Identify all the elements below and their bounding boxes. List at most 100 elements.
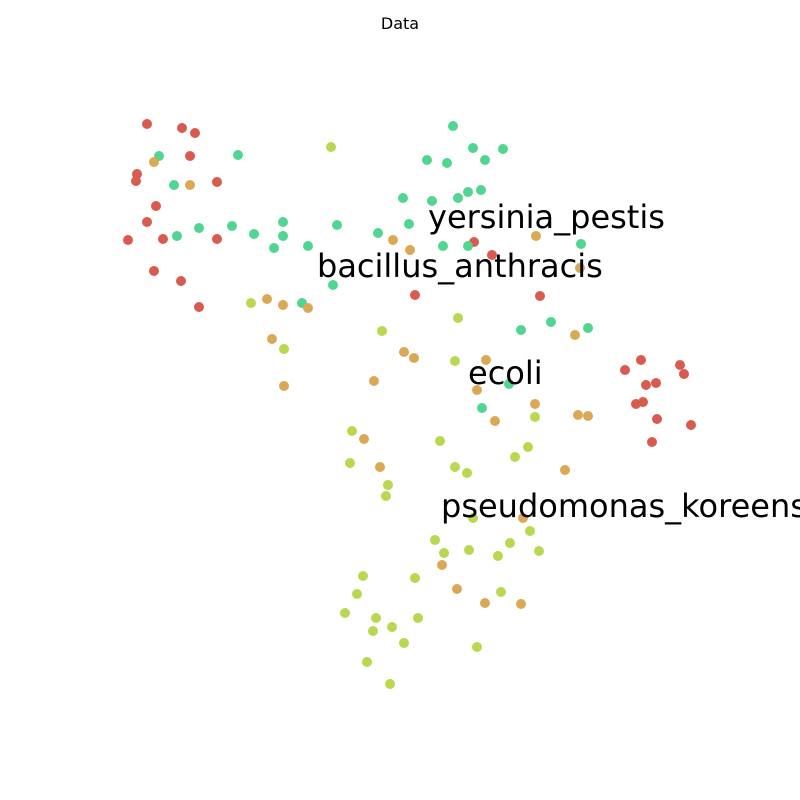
scatter-point-s1-34 xyxy=(504,379,514,389)
scatter-point-s2-3 xyxy=(405,245,415,255)
scatter-point-s0-1 xyxy=(177,123,187,133)
scatter-point-s3-13 xyxy=(523,442,533,452)
scatter-point-s3-9 xyxy=(345,458,355,468)
scatter-point-s3-23 xyxy=(534,546,544,556)
scatter-point-s3-29 xyxy=(368,626,378,636)
scatter-point-s2-14 xyxy=(481,355,491,365)
scatter-point-s3-24 xyxy=(358,571,368,581)
scatter-point-s3-19 xyxy=(439,548,449,558)
scatter-point-s0-28 xyxy=(686,420,696,430)
scatter-point-s1-5 xyxy=(498,144,508,154)
scatter-point-s1-17 xyxy=(249,229,259,239)
scatter-point-s0-21 xyxy=(675,360,685,370)
scatter-point-s1-32 xyxy=(583,323,593,333)
scatter-point-s1-28 xyxy=(463,241,473,251)
scatter-point-s2-18 xyxy=(490,416,500,426)
scatter-point-s1-27 xyxy=(438,241,448,251)
scatter-point-s3-21 xyxy=(493,551,503,561)
scatter-point-s1-20 xyxy=(278,231,288,241)
annotation-label-2: ecoli xyxy=(468,354,543,392)
annotation-label-0: yersinia_pestis xyxy=(428,198,665,236)
scatter-point-s1-25 xyxy=(328,280,338,290)
scatter-point-s2-12 xyxy=(409,353,419,363)
scatter-point-s1-29 xyxy=(576,239,586,249)
scatter-point-s2-4 xyxy=(531,231,541,241)
scatter-point-s0-26 xyxy=(638,397,648,407)
scatter-point-s1-9 xyxy=(463,187,473,197)
scatter-point-s0-9 xyxy=(123,235,133,245)
scatter-point-s3-3 xyxy=(377,326,387,336)
scatter-point-s3-28 xyxy=(371,613,381,623)
scatter-point-s3-7 xyxy=(435,436,445,446)
scatter-point-s2-1 xyxy=(185,180,195,190)
scatter-point-s3-34 xyxy=(472,642,482,652)
scatter-point-s3-5 xyxy=(450,356,460,366)
scatter-point-s3-10 xyxy=(450,462,460,472)
scatter-point-s2-25 xyxy=(437,560,447,570)
scatter-point-s3-31 xyxy=(413,613,423,623)
scatter-point-s0-16 xyxy=(487,250,497,260)
scatter-point-s3-6 xyxy=(530,412,540,422)
scatter-point-s1-21 xyxy=(303,241,313,251)
scatter-point-s0-8 xyxy=(142,217,152,227)
scatter-point-s2-5 xyxy=(575,263,585,273)
scatter-point-s3-20 xyxy=(464,545,474,555)
scatter-point-s2-8 xyxy=(303,303,313,313)
scatter-point-s1-1 xyxy=(468,143,478,153)
scatter-point-s2-11 xyxy=(399,347,409,357)
scatter-point-s0-10 xyxy=(158,234,168,244)
scatter-point-s1-24 xyxy=(404,219,414,229)
scatter-point-s1-23 xyxy=(373,228,383,238)
scatter-point-s3-32 xyxy=(496,587,506,597)
scatter-point-s0-7 xyxy=(151,201,161,211)
scatter-point-s3-12 xyxy=(510,452,520,462)
scatter-point-s1-3 xyxy=(442,158,452,168)
scatter-point-s3-1 xyxy=(246,298,256,308)
scatter-point-s3-36 xyxy=(385,679,395,689)
scatter-point-s3-27 xyxy=(340,608,350,618)
scatter-point-s2-15 xyxy=(472,385,482,395)
scatter-point-s2-19 xyxy=(573,410,583,420)
scatter-point-s0-5 xyxy=(131,176,141,186)
scatter-point-s3-14 xyxy=(383,480,393,490)
scatter-point-s2-10 xyxy=(279,381,289,391)
scatter-point-s2-23 xyxy=(560,465,570,475)
scatter-point-s1-15 xyxy=(227,221,237,231)
scatter-point-s2-21 xyxy=(359,434,369,444)
scatter-point-s0-19 xyxy=(620,365,630,375)
scatter-point-s2-27 xyxy=(480,598,490,608)
scatter-point-s2-17 xyxy=(570,330,580,340)
scatter-point-s3-11 xyxy=(462,468,472,478)
scatter-point-s0-3 xyxy=(185,151,195,161)
scatter-point-s2-6 xyxy=(262,294,272,304)
scatter-point-s3-8 xyxy=(347,426,357,436)
scatter-point-s0-23 xyxy=(641,380,651,390)
scatter-point-s1-19 xyxy=(269,243,279,253)
scatter-point-s2-2 xyxy=(388,235,398,245)
scatter-point-s0-11 xyxy=(212,234,222,244)
scatter-point-s1-31 xyxy=(516,325,526,335)
scatter-point-s1-6 xyxy=(398,193,408,203)
scatter-point-s3-22 xyxy=(505,538,515,548)
scatter-point-s3-4 xyxy=(453,313,463,323)
scatter-point-s1-4 xyxy=(480,155,490,165)
scatter-point-s3-26 xyxy=(410,573,420,583)
scatter-point-s1-12 xyxy=(169,180,179,190)
scatter-point-s2-13 xyxy=(369,376,379,386)
scatter-point-s0-2 xyxy=(190,128,200,138)
annotation-label-1: bacillus_anthracis xyxy=(317,247,603,285)
scatter-point-s1-10 xyxy=(476,185,486,195)
scatter-point-s1-30 xyxy=(546,317,556,327)
scatter-point-s0-18 xyxy=(535,291,545,301)
scatter-point-s1-33 xyxy=(477,403,487,413)
scatter-point-s1-13 xyxy=(233,150,243,160)
annotation-label-3: pseudomonas_koreensis xyxy=(441,487,800,525)
scatter-point-s1-22 xyxy=(332,220,342,230)
scatter-point-s2-24 xyxy=(518,513,528,523)
scatter-point-s3-30 xyxy=(387,622,397,632)
scatter-point-s0-14 xyxy=(194,302,204,312)
scatter-point-s2-28 xyxy=(516,599,526,609)
scatter-point-s1-14 xyxy=(194,223,204,233)
